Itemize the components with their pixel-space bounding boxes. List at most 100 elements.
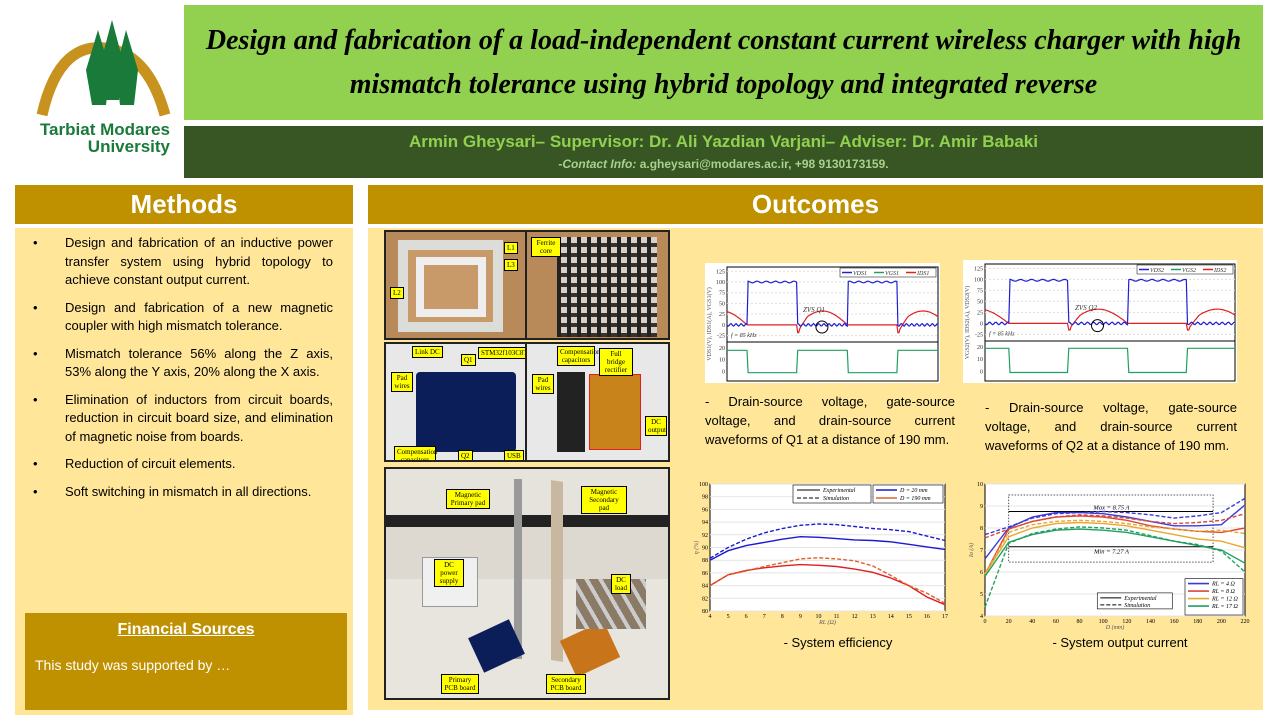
x-tick-label: 40 — [1029, 619, 1035, 625]
legend-label: D = 190 mm — [899, 496, 931, 502]
plot-frame-bottom — [726, 341, 939, 382]
label-l3: L3 — [504, 259, 518, 271]
logo-text: Tarbiat Modares — [39, 120, 170, 139]
x-tick-label: 80 — [1077, 619, 1083, 625]
series-line — [984, 521, 1246, 575]
legend-box — [1184, 578, 1244, 616]
y-tick-label: 9 — [980, 504, 983, 510]
legend-label: D = 20 mm — [899, 488, 928, 494]
y-tick-label: 100 — [716, 280, 725, 286]
x-tick-label: 0 — [984, 619, 987, 625]
y-tick-label: 100 — [974, 277, 983, 283]
poster-title: Design and fabrication of a load-indepen… — [205, 24, 1242, 100]
legend-label: IDS1 — [916, 271, 929, 277]
y-tick-label: 0 — [980, 369, 983, 375]
y-tick-label: 125 — [974, 266, 983, 272]
x-tick-label: 13 — [870, 614, 876, 620]
frequency-label: f = 85 kHz — [731, 332, 757, 339]
y-tick-label: 10 — [977, 482, 983, 488]
x-tick-label: 6 — [745, 614, 748, 620]
author-banner: Armin Gheysari– Supervisor: Dr. Ali Yazd… — [184, 126, 1263, 178]
caption-wave-q1: - Drain-source voltage, gate-source volt… — [705, 394, 955, 447]
series-line — [984, 504, 1246, 560]
financial-title: Financial Sources — [117, 621, 255, 638]
y-tick-label: 7 — [980, 548, 983, 554]
y-tick-label: 10 — [977, 357, 983, 363]
vgs-trace — [985, 347, 1235, 374]
label-primary-pad: Magnetic Primary pad — [446, 489, 490, 509]
y-axis-label: VGS2(V), IDS2(A), VDS2(V) — [964, 286, 971, 360]
y-tick-label: 86 — [702, 571, 708, 577]
methods-item: Mismatch tolerance 56% along the Z axis,… — [33, 345, 333, 382]
label-compensation-capacitors: Compensation capacitors — [557, 346, 600, 366]
x-tick-label: 8 — [781, 614, 784, 620]
y-tick-label: 0 — [722, 323, 725, 329]
label-secondary-pad: Magnetic Secondary pad — [581, 486, 627, 514]
y-tick-label: -25 — [717, 334, 725, 340]
series-line — [984, 526, 1246, 608]
photo-primary-board: Link DC Q1 STM32f103C8T6 Pad wires Compe… — [384, 342, 527, 462]
caption-output-current: - System output current — [1052, 635, 1188, 650]
x-tick-label: 120 — [1122, 619, 1131, 625]
label-dc-output: DC output — [645, 416, 667, 436]
caption-efficiency: - System efficiency — [783, 635, 893, 650]
series-line — [709, 523, 946, 559]
y-tick-label: 75 — [977, 288, 983, 294]
x-tick-label: 7 — [763, 614, 766, 620]
y-tick-label: 96 — [702, 507, 708, 513]
y-tick-label: 6 — [980, 570, 983, 576]
label-q2: Q2 — [458, 450, 473, 460]
label-l1: L1 — [504, 242, 518, 254]
label-l2: L2 — [390, 287, 404, 299]
label-dc-load: DC load — [611, 574, 631, 594]
x-tick-label: 4 — [709, 614, 712, 620]
range-box — [1008, 494, 1214, 563]
zvs-circle — [815, 320, 829, 334]
legend-label: IDS2 — [1213, 268, 1226, 274]
y-tick-label: 25 — [719, 312, 725, 318]
photo-secondary-board: Compensation capacitors Full bridge rect… — [525, 342, 670, 462]
label-primary-pcb: Primary PCB board — [441, 674, 479, 694]
legend-label: Experimental — [1123, 596, 1157, 602]
x-tick-label: 11 — [834, 614, 840, 620]
y-tick-label: 25 — [977, 310, 983, 316]
legend-label: VGS1 — [885, 271, 899, 277]
photo-coils: L1 L3 L2 — [384, 230, 527, 340]
methods-item: Elimination of inductors from circuit bo… — [33, 391, 333, 447]
label-mcu: STM32f103C8T6 — [478, 347, 525, 359]
y-tick-label: 8 — [980, 526, 983, 532]
x-tick-label: 140 — [1146, 619, 1155, 625]
outcomes-header: Outcomes — [368, 185, 1263, 224]
x-tick-label: 5 — [727, 614, 730, 620]
chart-background — [705, 263, 940, 383]
label-q1: Q1 — [461, 354, 476, 366]
y-tick-label: 10 — [719, 358, 725, 364]
methods-item: Soft switching in mismatch in all direct… — [33, 483, 333, 502]
legend-label: Experimental — [822, 488, 856, 494]
legend-label: VGS2 — [1182, 268, 1196, 274]
legend-label: Simulation — [1124, 603, 1150, 609]
max-annotation: Max = 8.75 A — [1092, 504, 1129, 511]
y-tick-label: 4 — [980, 614, 983, 620]
label-full-bridge-rectifier: Full bridge rectifier — [599, 348, 633, 376]
x-tick-label: 60 — [1053, 619, 1059, 625]
zvs-annotation: ZVS Q1 — [803, 306, 825, 314]
x-tick-label: 100 — [1099, 619, 1108, 625]
contact-info: -Contact Info: a.gheysari@modares.ac.ir,… — [184, 157, 1263, 171]
ids-trace — [984, 308, 1236, 331]
title-banner: Design and fabrication of a load-indepen… — [184, 5, 1263, 120]
contact-value: a.gheysari@modares.ac.ir, +98 9130173159… — [639, 157, 889, 171]
financial-text: This study was supported by … — [35, 657, 231, 673]
vgs-trace — [727, 349, 938, 374]
min-annotation: Min = 7.27 A — [1093, 548, 1129, 555]
methods-header: Methods — [15, 185, 353, 224]
cypress-arch-logo-icon — [36, 20, 171, 117]
zvs-annotation: ZVS Q2 — [1075, 304, 1097, 312]
legend-label: RL = 4 Ω — [1211, 581, 1235, 588]
x-tick-label: 10 — [815, 614, 821, 620]
x-tick-label: 12 — [852, 614, 858, 620]
series-line — [984, 528, 1246, 577]
y-tick-label: 82 — [702, 596, 708, 602]
y-tick-label: 80 — [702, 609, 708, 615]
